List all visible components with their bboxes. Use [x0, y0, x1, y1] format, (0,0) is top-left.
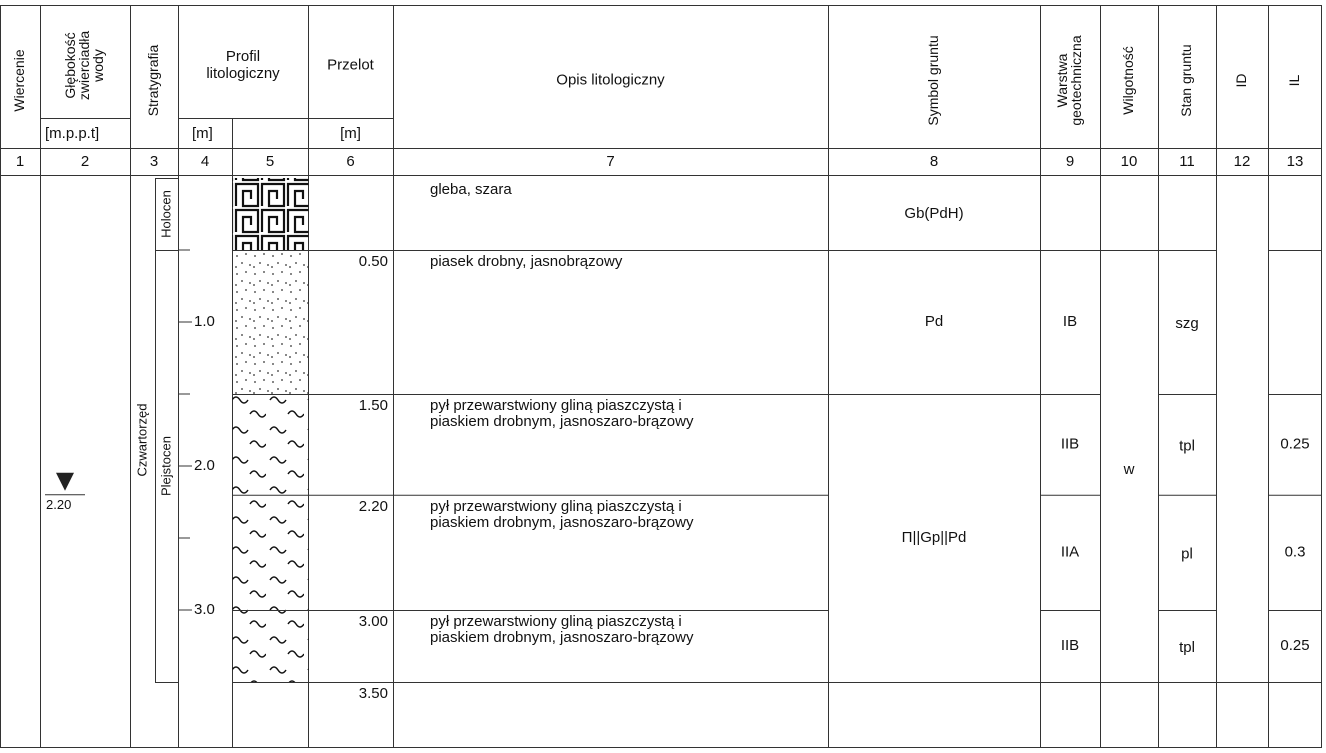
column-title-line: Symbol gruntu	[925, 35, 941, 125]
lithology-pattern	[233, 178, 309, 250]
column-title: Głębokośćzwierciadławody	[62, 31, 106, 100]
column-title-line: Stratygrafia	[145, 44, 161, 116]
column-title: Symbol gruntu	[925, 35, 941, 125]
lithology-pattern	[233, 250, 309, 394]
column-number: 13	[1287, 153, 1304, 170]
column-unit: [m]	[340, 125, 361, 142]
column-title-line: Profil	[226, 48, 260, 65]
column-title-line: Wiercenie	[11, 49, 27, 111]
column-number: 11	[1179, 153, 1195, 170]
soil-state: szg	[1175, 315, 1198, 332]
lithology-pattern	[233, 394, 309, 495]
soil-state: tpl	[1179, 437, 1195, 454]
column-number: 2	[81, 153, 89, 170]
column-title-line: wody	[90, 49, 106, 83]
depth-scale-label: 2.0	[194, 457, 215, 474]
column-title-line: Wilgotność	[1120, 46, 1136, 114]
geotechnical-layer: IIA	[1061, 543, 1079, 560]
column-title: Przelot	[327, 56, 375, 73]
soil-symbol: Π||Gp||Pd	[902, 529, 967, 546]
column-title: IL	[1286, 74, 1302, 86]
description: pył przewarstwiony gliną piaszczystą i	[430, 397, 682, 414]
column-title: Wilgotność	[1120, 46, 1136, 114]
column-number: 6	[346, 153, 354, 170]
water-level: 2.20	[46, 497, 71, 512]
column-title: Wiercenie	[11, 49, 27, 111]
depth-top: 3.00	[359, 613, 388, 630]
column-title-line: ID	[1233, 74, 1249, 88]
soil-symbol: Pd	[925, 313, 943, 330]
description: pył przewarstwiony gliną piaszczystą i	[430, 498, 682, 515]
column-number: 12	[1234, 153, 1251, 170]
depth-bottom: 3.50	[359, 685, 388, 702]
depth-top: 0.50	[359, 253, 388, 270]
il-value: 0.25	[1280, 637, 1309, 654]
column-number: 4	[201, 153, 209, 170]
description: pył przewarstwiony gliną piaszczystą i	[430, 613, 682, 630]
column-title: Opis litologiczny	[556, 71, 665, 88]
geotechnical-layer: IIB	[1061, 435, 1079, 452]
column-title-line: litologiczny	[206, 65, 280, 82]
column-title: Stratygrafia	[145, 44, 161, 116]
column-title-line: Opis litologiczny	[556, 71, 665, 88]
lithology-pattern	[233, 610, 309, 682]
depth-top: 2.20	[359, 498, 388, 515]
borehole-log: Wiercenie Głębokośćzwierciadławody [m.p.p.…	[0, 0, 1326, 753]
geotechnical-layer: IB	[1063, 313, 1077, 330]
column-title-line: geotechniczna	[1068, 35, 1084, 126]
soil-state: tpl	[1179, 639, 1195, 656]
stratigraphy-system: Czwartorzęd	[134, 404, 149, 477]
depth-scale-label: 1.0	[194, 313, 215, 330]
depth-top: 1.50	[359, 397, 388, 414]
moisture: w	[1123, 461, 1135, 478]
lithology-pattern	[233, 495, 309, 610]
column-number: 5	[266, 153, 274, 170]
description: piaskiem drobnym, jasnoszaro-brązowy	[430, 629, 694, 646]
column-unit: [m]	[192, 125, 213, 142]
soil-state: pl	[1181, 545, 1193, 562]
geotechnical-layer: IIB	[1061, 637, 1079, 654]
description: piaskiem drobnym, jasnoszaro-brązowy	[430, 413, 694, 430]
column-title: ID	[1233, 74, 1249, 88]
stratigraphy-unit: Plejstocen	[158, 436, 173, 496]
column-title-line: IL	[1286, 74, 1302, 86]
column-unit: [m.p.p.t]	[45, 125, 99, 142]
description: gleba, szara	[430, 181, 512, 198]
column-number: 9	[1066, 153, 1074, 170]
column-title-line: Przelot	[327, 56, 375, 73]
depth-scale-label: 3.0	[194, 601, 215, 618]
column-number: 3	[150, 153, 158, 170]
il-value: 0.3	[1285, 543, 1306, 560]
column-number: 10	[1121, 153, 1138, 170]
column-title: Stan gruntu	[1178, 44, 1194, 116]
stratigraphy-unit: Holocen	[158, 190, 173, 238]
column-title-line: Stan gruntu	[1178, 44, 1194, 116]
column-number: 8	[930, 153, 938, 170]
description: piaskiem drobnym, jasnoszaro-brązowy	[430, 514, 694, 531]
page: Wiercenie Głębokośćzwierciadławody [m.p.p.…	[0, 0, 1326, 753]
soil-symbol: Gb(PdH)	[904, 205, 963, 222]
description: piasek drobny, jasnobrązowy	[430, 253, 623, 270]
il-value: 0.25	[1280, 435, 1309, 452]
column-number: 1	[16, 153, 24, 170]
column-number: 7	[606, 153, 614, 170]
column-title: Warstwageotechniczna	[1054, 35, 1084, 126]
water-level-marker	[56, 473, 74, 491]
